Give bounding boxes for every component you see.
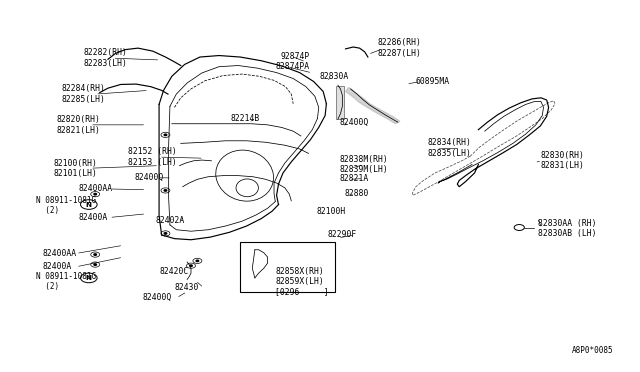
Text: 82821A: 82821A [339,174,369,183]
Bar [336,86,344,119]
Text: 82834(RH)
82835(LH): 82834(RH) 82835(LH) [428,138,471,158]
Text: 82874PA: 82874PA [275,62,309,71]
Text: 82290F: 82290F [328,230,357,240]
Text: 82152 (RH)
82153 (LH): 82152 (RH) 82153 (LH) [129,147,177,167]
Circle shape [196,260,198,262]
Text: 82400Q: 82400Q [339,118,369,127]
Text: 82830AA (RH)
82830AB (LH): 82830AA (RH) 82830AB (LH) [538,219,597,238]
Text: 82880: 82880 [344,189,369,198]
Circle shape [164,233,167,234]
Circle shape [94,254,97,255]
Text: 60895MA: 60895MA [416,77,450,86]
Text: 82400AA: 82400AA [79,185,113,193]
Circle shape [189,265,192,266]
Text: 82284(RH)
82285(LH): 82284(RH) 82285(LH) [61,84,105,104]
Circle shape [94,264,97,265]
Text: 82400Q: 82400Q [135,173,164,182]
Bar [240,241,335,292]
Text: N 08911-1081G
  (2): N 08911-1081G (2) [36,272,96,291]
Text: 82214B: 82214B [230,114,260,123]
Text: 82400AA: 82400AA [42,249,76,258]
Text: N: N [86,202,92,208]
Text: 92874P: 92874P [280,52,310,61]
Text: 82430: 82430 [174,283,199,292]
Text: 82100(RH)
82101(LH): 82100(RH) 82101(LH) [53,158,97,178]
Text: 82830A: 82830A [320,72,349,81]
Text: 82286(RH)
82287(LH): 82286(RH) 82287(LH) [378,38,421,58]
Text: 82400A: 82400A [79,213,108,222]
Text: 82838M(RH)
82839M(LH): 82838M(RH) 82839M(LH) [339,155,388,174]
Text: 82858X(RH)
82859X(LH)
[0296-    ]: 82858X(RH) 82859X(LH) [0296- ] [275,267,329,296]
Circle shape [164,190,167,191]
Text: 82400Q: 82400Q [143,294,172,302]
Text: A8P0*0085: A8P0*0085 [572,346,614,355]
Text: 82402A: 82402A [156,216,184,225]
Circle shape [94,193,97,195]
Text: 82830(RH)
82831(LH): 82830(RH) 82831(LH) [540,151,584,170]
Text: N: N [86,275,92,281]
Text: 82420C: 82420C [159,267,188,276]
Text: 82100H: 82100H [317,207,346,216]
Circle shape [164,134,167,136]
Text: 82282(RH)
82283(LH): 82282(RH) 82283(LH) [84,48,127,68]
Circle shape [81,273,97,283]
Text: 82400A: 82400A [42,262,72,271]
Text: N 08911-1081G
  (2): N 08911-1081G (2) [36,196,96,215]
Circle shape [81,200,97,209]
Text: 82820(RH)
82821(LH): 82820(RH) 82821(LH) [57,115,100,135]
Polygon shape [346,87,400,124]
